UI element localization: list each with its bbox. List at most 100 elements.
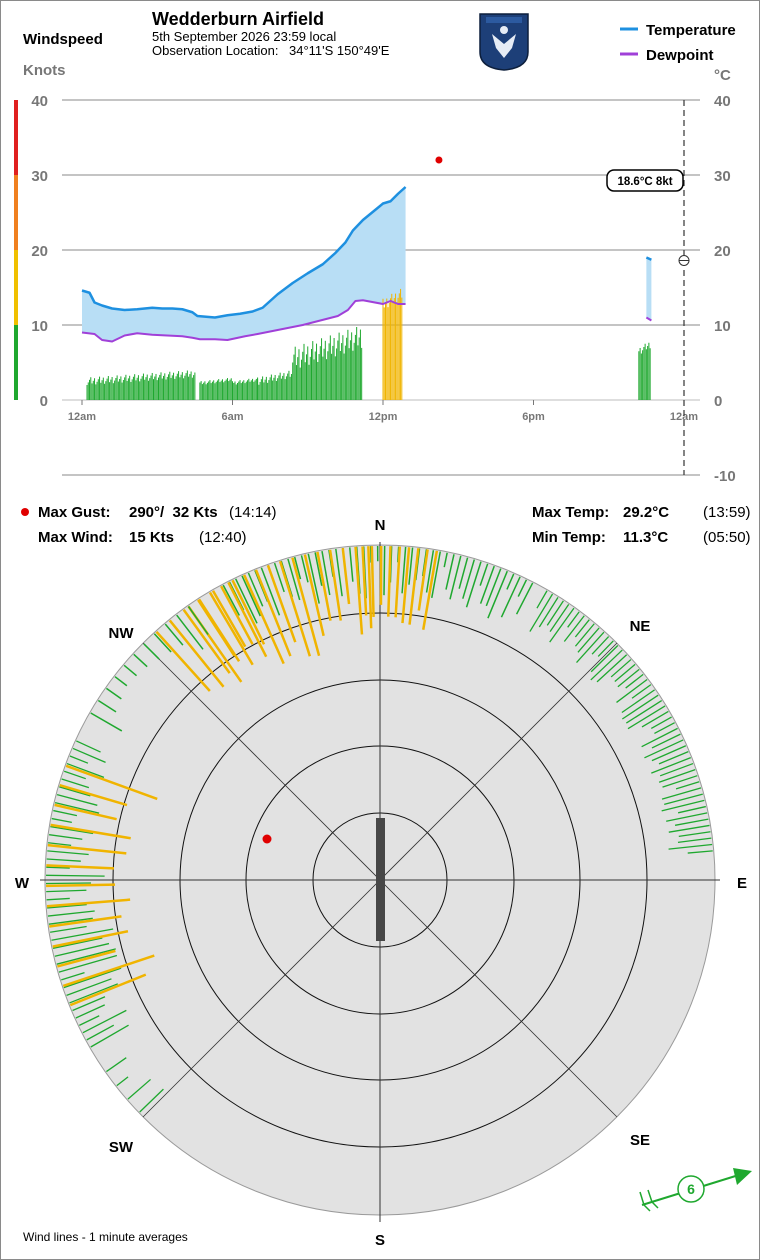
min-temp-value: 11.3°C xyxy=(623,529,668,546)
max-wind-value: 15 Kts xyxy=(129,529,174,546)
max-gust-label: Max Gust: xyxy=(38,504,111,521)
rose-wind-line xyxy=(383,546,386,596)
rose-wind-line xyxy=(182,609,231,674)
rose-wind-line xyxy=(293,556,302,580)
daily-stats: Max Gust: 290°/ 32 Kts (14:14) Max Wind:… xyxy=(21,504,751,546)
current-wind-indicator: 6 xyxy=(639,1168,752,1212)
rose-wind-line xyxy=(273,562,285,593)
rose-wind-line xyxy=(241,575,261,617)
rose-wind-line xyxy=(52,937,103,949)
rose-wind-line xyxy=(529,593,554,632)
rose-wind-line xyxy=(235,578,258,624)
x-tick-label: 12pm xyxy=(369,411,398,423)
rose-wind-line xyxy=(47,850,89,856)
wind-arrow-feather-icon xyxy=(639,1191,645,1206)
temp-dew-spread xyxy=(646,257,652,321)
current-wind-badge xyxy=(677,1175,705,1203)
temp-units: °C xyxy=(714,67,731,84)
rose-wind-line xyxy=(208,591,254,666)
current-wind-speed: 6 xyxy=(687,1181,695,1197)
rose-wind-line xyxy=(58,954,118,973)
rose-wind-line xyxy=(300,555,309,583)
rose-wind-line xyxy=(408,547,414,585)
x-tick-label: 12am xyxy=(68,411,96,423)
rose-wind-line xyxy=(651,745,687,762)
rose-wind-line xyxy=(590,645,619,673)
rose-wind-line xyxy=(54,801,100,814)
wind-tick-label: 40 xyxy=(31,93,48,110)
wind-scale-red xyxy=(14,100,18,175)
rose-wind-line xyxy=(658,768,696,783)
rose-wind-line xyxy=(445,554,455,590)
rose-wind-line xyxy=(46,864,115,870)
rose-wind-line xyxy=(254,569,292,657)
rose-wind-line xyxy=(47,903,87,909)
x-tick-label: 6pm xyxy=(522,411,545,423)
rose-wind-line xyxy=(62,954,155,988)
rose-label-nw: NW xyxy=(109,625,135,642)
rose-wind-line xyxy=(335,548,343,597)
wind-arrow-feather-icon xyxy=(643,1204,651,1212)
rose-wind-line xyxy=(538,597,559,628)
rose-wind-line xyxy=(449,555,462,600)
rose-wind-line xyxy=(328,549,343,621)
rose-footer: Wind lines - 1 minute averages xyxy=(23,1230,188,1244)
rose-wind-line xyxy=(105,687,122,700)
rose-wind-line xyxy=(387,546,392,617)
max-wind-time: (12:40) xyxy=(199,529,247,546)
rose-wind-line xyxy=(49,834,83,840)
rose-wind-line xyxy=(664,793,703,806)
rose-wind-line xyxy=(53,809,78,817)
rose-wind-line xyxy=(123,664,138,677)
wind-scale-green xyxy=(14,325,18,400)
wind-scale-orange xyxy=(14,175,18,250)
rose-label-e: E xyxy=(737,875,747,892)
rose-wind-line xyxy=(517,579,528,597)
rose-wind-line xyxy=(114,676,128,687)
temperature-line xyxy=(645,256,652,261)
max-temp-value: 29.2°C xyxy=(623,504,669,521)
rose-wind-line xyxy=(97,699,117,713)
rose-wind-line xyxy=(654,722,675,735)
rose-wind-line xyxy=(307,553,320,604)
rose-wind-line xyxy=(86,1024,115,1041)
rose-wind-line xyxy=(341,547,351,605)
rose-wind-line xyxy=(401,547,411,624)
max-temp-label: Max Temp: xyxy=(532,504,609,521)
temp-tick-label: 20 xyxy=(714,243,731,260)
wind-tick-label: 0 xyxy=(40,393,48,410)
rose-wind-line xyxy=(650,716,672,729)
rose-wind-line xyxy=(644,739,684,759)
rose-wind-line xyxy=(631,684,652,699)
rose-wind-line xyxy=(617,668,640,688)
max-wind-label: Max Wind: xyxy=(38,529,113,546)
rose-wind-line xyxy=(661,787,702,800)
station-name: Wedderburn Airfield xyxy=(152,9,324,29)
rose-gust-marker xyxy=(262,834,272,844)
rose-wind-line xyxy=(106,1057,127,1073)
max-gust-time: (14:14) xyxy=(229,504,277,521)
rose-wind-line xyxy=(176,614,204,650)
observation-datetime: 5th September 2026 23:59 local xyxy=(152,29,336,44)
rose-wind-line xyxy=(51,928,114,941)
rose-wind-line xyxy=(687,850,713,854)
rose-wind-line xyxy=(287,558,301,601)
rose-wind-line xyxy=(662,775,698,788)
rose-wind-line xyxy=(597,640,614,657)
rose-wind-line xyxy=(394,546,402,618)
rose-wind-line xyxy=(425,550,435,593)
legend-temperature-label: Temperature xyxy=(646,22,736,39)
rose-wind-lines xyxy=(46,545,713,1113)
rose-wind-line xyxy=(678,831,711,838)
rose-wind-line xyxy=(591,636,610,655)
rose-wind-line xyxy=(659,762,694,777)
rose-wind-line xyxy=(59,786,91,797)
rose-wind-line xyxy=(515,582,534,615)
rose-wind-line xyxy=(596,654,628,683)
rose-wind-line xyxy=(59,783,128,807)
rose-wind-line xyxy=(500,576,521,618)
rose-wind-line xyxy=(485,568,502,607)
rose-wind-line xyxy=(549,607,575,643)
rose-wind-line xyxy=(153,633,172,653)
rose-label-w: W xyxy=(15,875,30,892)
